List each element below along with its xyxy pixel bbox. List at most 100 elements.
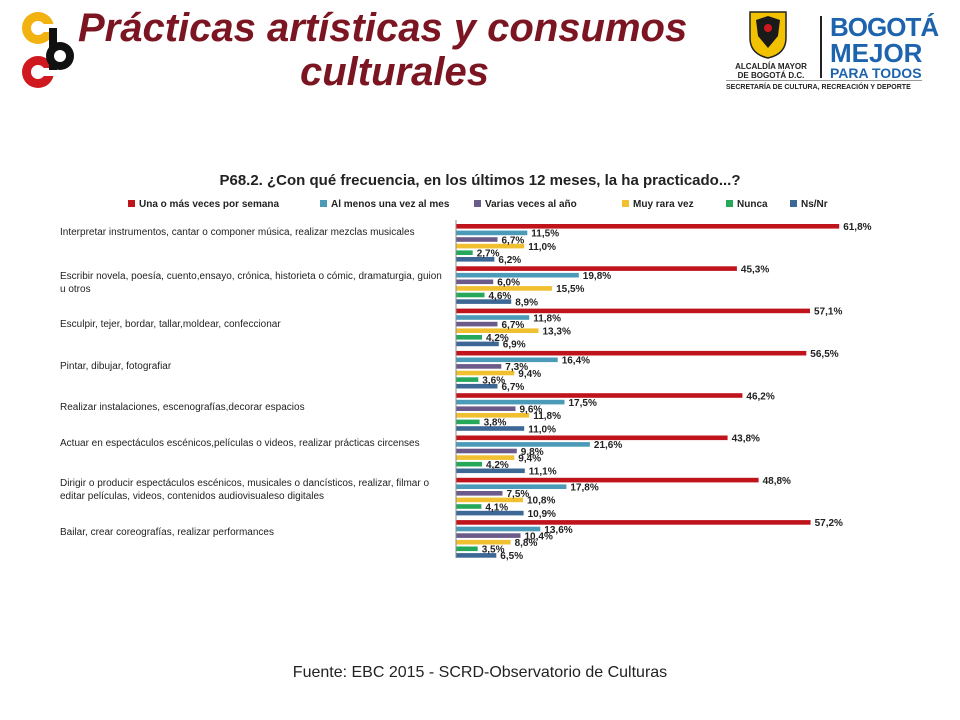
bar bbox=[456, 237, 498, 242]
bar-value-label: 9,6% bbox=[520, 405, 543, 416]
bar bbox=[456, 477, 759, 483]
legend-item-never: Nunca bbox=[726, 199, 768, 210]
bar bbox=[456, 250, 473, 255]
bar-value-label: 11,0% bbox=[528, 424, 556, 435]
bar-value-label: 6,2% bbox=[498, 255, 521, 266]
bar-value-label: 7,3% bbox=[505, 362, 528, 373]
legend-swatch bbox=[320, 199, 327, 207]
bar bbox=[456, 230, 528, 236]
bar bbox=[456, 224, 840, 229]
category-label: Dirigir o producir espectáculos escénico… bbox=[60, 478, 430, 502]
legend-swatch bbox=[790, 199, 797, 207]
bar-value-label: 7,5% bbox=[507, 489, 530, 500]
bar bbox=[456, 335, 482, 340]
bar bbox=[456, 526, 541, 532]
bar bbox=[456, 308, 810, 314]
category-label: Realizar instalaciones, escenografías,de… bbox=[60, 402, 305, 413]
bar bbox=[456, 364, 502, 369]
alcaldia-logo-block: ALCALDÍA MAYOR DE BOGOTÁ D.C. BOGOTÁ MEJ… bbox=[712, 8, 939, 98]
bar-value-label: 46,2% bbox=[746, 391, 774, 402]
bar bbox=[456, 243, 525, 249]
bar-value-label: 6,0% bbox=[497, 278, 520, 289]
legend-swatch bbox=[128, 199, 135, 207]
bar bbox=[456, 350, 807, 356]
bar-value-label: 2,7% bbox=[477, 249, 500, 260]
bar-value-label: 10,9% bbox=[528, 509, 556, 520]
bar-value-label: 21,6% bbox=[594, 440, 622, 451]
bar-value-label: 11,0% bbox=[528, 242, 556, 253]
bar bbox=[456, 370, 515, 376]
bar bbox=[456, 286, 553, 291]
bar-value-label: 6,7% bbox=[502, 235, 525, 246]
bar-value-label: 57,1% bbox=[814, 307, 842, 318]
coat-of-arms-icon bbox=[746, 8, 790, 65]
legend-item-monthly: Al menos una vez al mes bbox=[320, 199, 449, 210]
bar bbox=[456, 321, 498, 327]
bar bbox=[456, 393, 743, 398]
bar bbox=[456, 419, 480, 425]
bar bbox=[456, 315, 530, 320]
bar bbox=[456, 520, 811, 525]
bar bbox=[456, 484, 567, 489]
bar-value-label: 4,2% bbox=[486, 460, 509, 471]
bar bbox=[456, 553, 497, 558]
bar-value-label: 3,5% bbox=[482, 545, 505, 556]
observatorio-logo bbox=[18, 10, 78, 95]
page-title-line-2: culturales bbox=[300, 50, 489, 94]
bar-value-label: 13,3% bbox=[543, 327, 571, 338]
page-title-line-1: Prácticas artísticas y consumos bbox=[78, 6, 688, 50]
secretaria-text: SECRETARÍA DE CULTURA, RECREACIÓN Y DEPO… bbox=[726, 84, 911, 91]
bar-value-label: 10,4% bbox=[525, 531, 553, 542]
bar bbox=[456, 299, 512, 304]
logo-rule bbox=[726, 80, 922, 81]
bar-value-label: 4,2% bbox=[486, 333, 509, 344]
bar-value-label: 48,8% bbox=[763, 476, 791, 487]
bar bbox=[456, 341, 499, 347]
bar-value-label: 56,5% bbox=[810, 349, 838, 360]
bar bbox=[456, 426, 525, 431]
bar-value-label: 8,8% bbox=[515, 538, 538, 549]
bar-value-label: 11,8% bbox=[533, 313, 561, 324]
bar-value-label: 6,5% bbox=[500, 551, 523, 562]
bar-value-label: 17,8% bbox=[570, 483, 598, 494]
bar-value-label: 15,5% bbox=[556, 284, 584, 295]
legend-swatch bbox=[622, 199, 629, 207]
bar bbox=[456, 328, 539, 333]
legend-item-weekly: Una o más veces por semana bbox=[128, 199, 279, 210]
bar-value-label: 6,7% bbox=[502, 382, 525, 393]
category-label: Pintar, dibujar, fotografiar bbox=[60, 361, 172, 372]
legend-item-yearly: Varias veces al año bbox=[474, 199, 577, 210]
category-label: Esculpir, tejer, bordar, tallar,moldear,… bbox=[60, 319, 281, 330]
bar-value-label: 4,1% bbox=[485, 502, 508, 513]
bar bbox=[456, 455, 515, 460]
bar bbox=[456, 442, 590, 447]
bar-value-label: 19,8% bbox=[583, 271, 611, 282]
bar bbox=[456, 491, 503, 496]
chart-title: P68.2. ¿Con qué frecuencia, en los últim… bbox=[219, 172, 741, 189]
bar bbox=[456, 468, 525, 474]
bar bbox=[456, 399, 565, 405]
bar bbox=[456, 435, 728, 441]
category-label: Escribir novela, poesía, cuento,ensayo, … bbox=[60, 271, 442, 295]
bar-value-label: 45,3% bbox=[741, 264, 769, 275]
bar bbox=[456, 504, 482, 509]
bar bbox=[456, 461, 482, 467]
bar-value-label: 43,8% bbox=[732, 434, 760, 445]
bar-value-label: 8,9% bbox=[515, 297, 538, 308]
bar-value-label: 9,4% bbox=[518, 453, 541, 464]
category-label: Interpretar instrumentos, cantar o compo… bbox=[60, 227, 415, 238]
bar-value-label: 3,8% bbox=[484, 418, 507, 429]
bar bbox=[456, 383, 498, 389]
legend-item-nsnr: Ns/Nr bbox=[790, 199, 828, 210]
category-label: Actuar en espectáculos escénicos,películ… bbox=[60, 438, 420, 449]
legend-swatch bbox=[474, 199, 481, 207]
bar bbox=[456, 546, 478, 552]
bar bbox=[456, 448, 517, 454]
bar-value-label: 11,1% bbox=[529, 467, 557, 478]
bar bbox=[456, 266, 737, 271]
bar bbox=[456, 279, 494, 285]
logo-divider bbox=[820, 16, 822, 78]
bar-value-label: 11,5% bbox=[531, 229, 559, 240]
bar-value-label: 6,7% bbox=[502, 320, 525, 331]
